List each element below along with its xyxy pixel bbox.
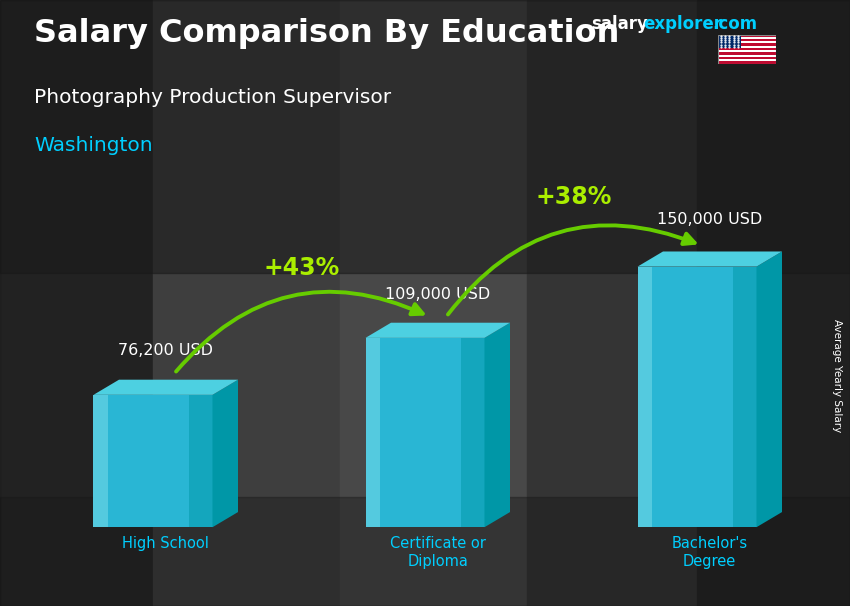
Polygon shape (212, 380, 238, 527)
Bar (718, 44, 776, 45)
Polygon shape (94, 380, 238, 395)
Bar (189, 395, 212, 527)
Bar (718, 59, 776, 61)
Bar (0, 497, 850, 606)
Bar (718, 35, 741, 48)
Bar (733, 267, 757, 527)
Bar (718, 41, 776, 44)
Text: 109,000 USD: 109,000 USD (385, 287, 490, 302)
Text: High School: High School (122, 536, 209, 551)
Polygon shape (484, 323, 510, 527)
Bar (638, 267, 652, 527)
Bar (718, 48, 776, 50)
Text: Certificate or
Diploma: Certificate or Diploma (390, 536, 485, 568)
Bar (94, 395, 108, 527)
Bar (718, 37, 776, 39)
Text: +43%: +43% (264, 256, 340, 280)
Bar (718, 45, 776, 48)
Bar (153, 0, 340, 606)
Text: salary: salary (591, 15, 648, 33)
Polygon shape (638, 251, 782, 267)
Text: explorer: explorer (643, 15, 722, 33)
Polygon shape (756, 251, 782, 527)
Bar (718, 35, 776, 37)
Bar (718, 57, 776, 59)
Bar (718, 61, 776, 64)
Bar (718, 55, 776, 57)
Bar (366, 338, 484, 527)
Bar (638, 267, 756, 527)
Bar (366, 338, 380, 527)
Text: Bachelor's
Degree: Bachelor's Degree (672, 536, 748, 568)
Bar (0, 0, 850, 273)
Bar (340, 0, 527, 606)
Polygon shape (366, 323, 510, 338)
Bar (718, 39, 776, 41)
Bar (718, 53, 776, 55)
Text: +38%: +38% (536, 185, 612, 209)
Bar (0, 0, 153, 606)
Text: .com: .com (712, 15, 757, 33)
Bar (94, 395, 212, 527)
Text: Average Yearly Salary: Average Yearly Salary (832, 319, 842, 432)
Text: Photography Production Supervisor: Photography Production Supervisor (34, 88, 391, 107)
Text: Salary Comparison By Education: Salary Comparison By Education (34, 18, 620, 49)
Bar (697, 0, 850, 606)
Bar (718, 50, 776, 53)
Text: 76,200 USD: 76,200 USD (118, 344, 213, 359)
Text: Washington: Washington (34, 136, 153, 155)
Bar (461, 338, 484, 527)
Bar (527, 0, 697, 606)
Text: 150,000 USD: 150,000 USD (657, 212, 762, 227)
